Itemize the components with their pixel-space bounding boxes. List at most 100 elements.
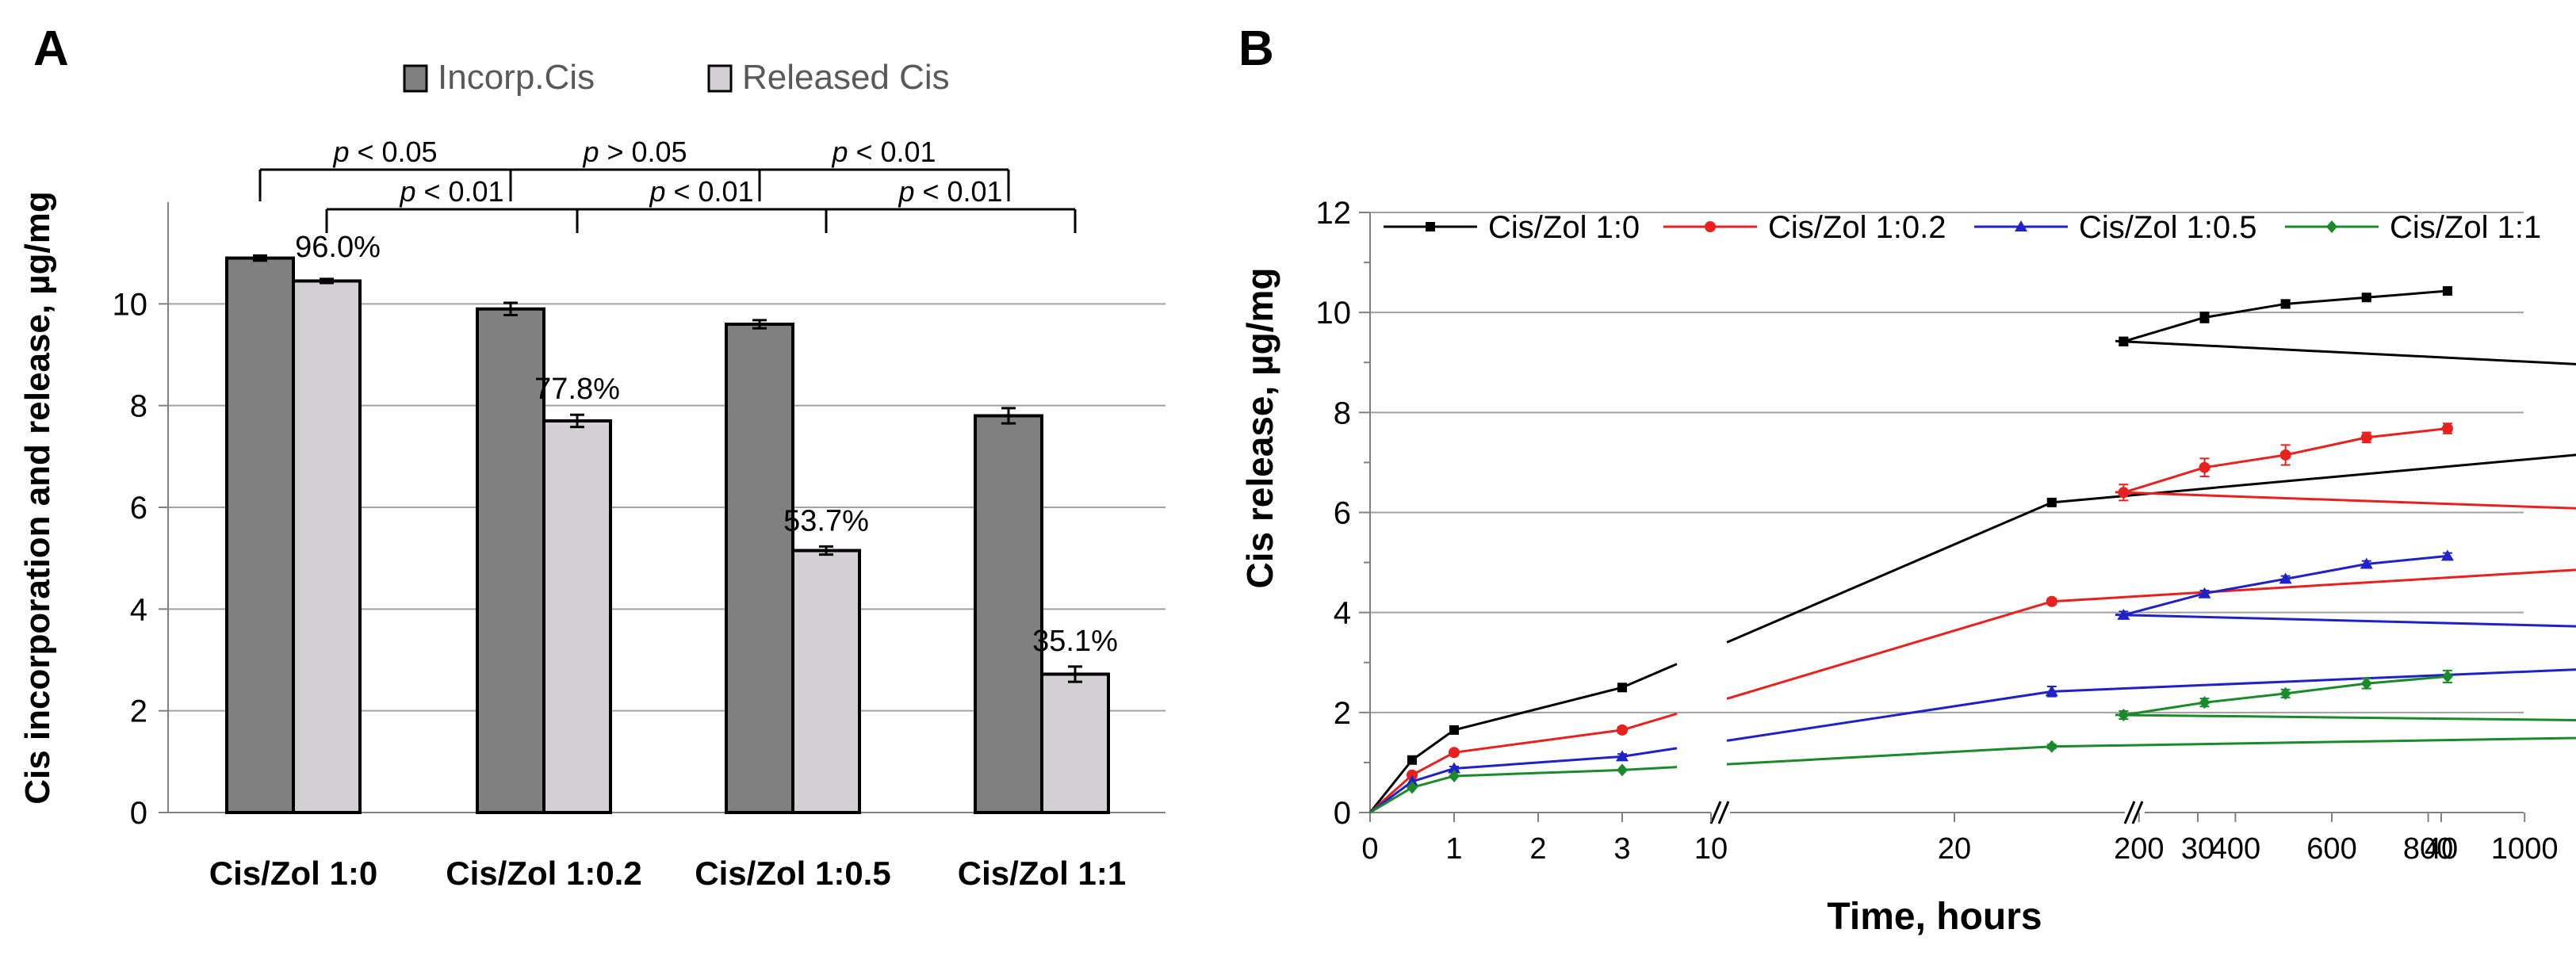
marker-triangle <box>1448 762 1460 774</box>
panel-b-gridlines <box>1370 212 2524 713</box>
marker-square <box>1617 683 1627 693</box>
panel-b-y-tick-label: 4 <box>1334 596 1351 631</box>
p-comparison: > 0.05 <box>599 136 687 168</box>
significance-p-value: p < 0.01 <box>399 175 503 208</box>
bar-percent-label: 53.7% <box>783 504 869 537</box>
panel-b-x-tick-label: 30 <box>2181 832 2214 866</box>
bar-percent-label: 96.0% <box>295 231 381 264</box>
panel-a-bars: 96.0% 77.8% 53.7% 35.1% <box>225 231 1118 815</box>
panel-b-y-tick-label: 2 <box>1334 696 1351 731</box>
marker-square <box>1449 725 1459 735</box>
marker-circle <box>1407 769 1418 781</box>
panel-b-x-tick-label: 40 <box>2425 832 2458 866</box>
marker-triangle <box>2360 557 2373 569</box>
p-symbol: p <box>649 175 665 208</box>
significance-p-value: p > 0.05 <box>582 136 687 168</box>
panel-b-x-tick-label: 400 <box>2210 832 2260 866</box>
bar-released-cis <box>1040 672 1110 815</box>
series-line-1 <box>1368 289 2576 813</box>
series-line-2 <box>1369 427 2576 814</box>
bar-percent-label: 77.8% <box>534 373 620 406</box>
bar-incorp-cis <box>225 256 295 815</box>
marker-square <box>1426 222 1435 231</box>
panel-a-x-tick-label: Cis/Zol 1:1 <box>958 855 1126 892</box>
significance-p-value: p < 0.01 <box>649 175 753 208</box>
marker-square <box>1407 755 1417 765</box>
panel-a: A 0 2 4 6 8 10 Cis/Zol 1:0 Cis/Zol 1:0.2 Cis/Zol… <box>18 21 1166 892</box>
marker-diamond <box>2326 220 2337 233</box>
bar-released-cis <box>542 419 612 815</box>
marker-diamond <box>2118 708 2130 721</box>
marker-circle <box>2279 449 2291 461</box>
marker-triangle <box>2279 572 2292 584</box>
series-line-3 <box>1369 554 2576 814</box>
marker-square <box>2280 299 2291 309</box>
marker-circle <box>1705 221 1716 232</box>
p-symbol: p <box>399 175 415 208</box>
panel-b-y-tick-label: 12 <box>1316 196 1352 231</box>
panel-a-y-tick-label: 10 <box>113 287 148 322</box>
panel-a-y-tick-label: 8 <box>130 389 147 424</box>
p-comparison: < 0.05 <box>349 136 437 168</box>
axis-break-mark <box>2131 801 2144 824</box>
marker-diamond <box>1449 769 1460 782</box>
series-line-4 <box>1369 675 2576 814</box>
panel-b: B 02468101201231020304050607020040060080… <box>1238 21 2576 938</box>
panel-b-y-tick-label: 6 <box>1334 496 1351 531</box>
panel-b-x-axis-label: Time, hours <box>1827 896 2042 938</box>
p-comparison: < 0.01 <box>415 175 503 208</box>
panel-b-axes: 0246810120123102030405060702004006008001… <box>1316 196 2559 866</box>
marker-diamond <box>1617 763 1628 777</box>
p-symbol: p <box>831 136 848 168</box>
legend-label: Cis/Zol 1:0 <box>1488 210 1640 245</box>
significance-p-value: p < 0.01 <box>898 175 1002 208</box>
legend-swatch <box>707 64 733 93</box>
marker-diamond <box>2360 677 2372 690</box>
panel-b-x-tick-label: 2 <box>1529 832 1546 866</box>
panel-b-y-tick-label: 10 <box>1316 296 1352 331</box>
panel-a-x-tick-label: Cis/Zol 1:0 <box>209 855 377 892</box>
panel-b-x-tick-label: 0 <box>1361 832 1378 866</box>
axis-break-mark <box>1717 801 1730 824</box>
panel-b-x-tick-label: 200 <box>2114 832 2164 866</box>
legend-label: Incorp.Cis <box>438 58 595 97</box>
panel-a-y-tick-label: 2 <box>130 694 147 729</box>
marker-circle <box>2360 431 2372 443</box>
marker-triangle <box>2117 608 2130 620</box>
marker-circle <box>1617 724 1628 736</box>
marker-diamond <box>2279 686 2291 700</box>
panel-a-axes: 0 2 4 6 8 10 Cis/Zol 1:0 Cis/Zol 1:0.2 Cis/Zol 1… <box>113 202 1166 892</box>
p-comparison: < 0.01 <box>848 136 936 168</box>
marker-circle <box>2046 595 2057 607</box>
panel-b-legend: Cis/Zol 1:0 Cis/Zol 1:0.2 Cis/Zol 1:0.5 Cis… <box>1384 210 2541 245</box>
axis-break-mark <box>2123 801 2136 824</box>
bar-released-cis <box>791 549 861 815</box>
bar-released-cis <box>292 279 362 815</box>
p-symbol: p <box>332 136 349 168</box>
marker-triangle <box>2045 685 2058 697</box>
panel-a-x-tick-label: Cis/Zol 1:0.5 <box>695 855 890 892</box>
marker-triangle <box>1616 750 1629 762</box>
significance-p-value: p < 0.01 <box>831 136 936 168</box>
marker-triangle <box>1406 774 1418 786</box>
bar-incorp-cis <box>725 323 794 814</box>
marker-circle <box>2441 423 2453 434</box>
marker-square <box>2199 312 2210 323</box>
panel-b-x-tick-label: 1 <box>1445 832 1462 866</box>
panel-b-x-tick-label: 800 <box>2403 832 2453 866</box>
panel-a-x-tick-label: Cis/Zol 1:0.2 <box>446 855 641 892</box>
marker-triangle <box>2198 587 2211 598</box>
p-comparison: < 0.01 <box>665 175 753 208</box>
marker-square <box>2119 336 2129 346</box>
marker-square <box>2046 497 2057 507</box>
marker-triangle <box>2015 220 2027 231</box>
marker-square <box>2361 293 2371 303</box>
panel-b-y-tick-label: 8 <box>1334 396 1351 430</box>
marker-diamond <box>2199 696 2210 709</box>
marker-circle <box>2118 487 2130 499</box>
panel-a-y-axis-label: Cis incorporation and release, µg/mg <box>18 191 57 805</box>
marker-triangle <box>2440 549 2454 561</box>
marker-circle <box>2199 461 2210 473</box>
marker-diamond <box>2441 670 2453 683</box>
